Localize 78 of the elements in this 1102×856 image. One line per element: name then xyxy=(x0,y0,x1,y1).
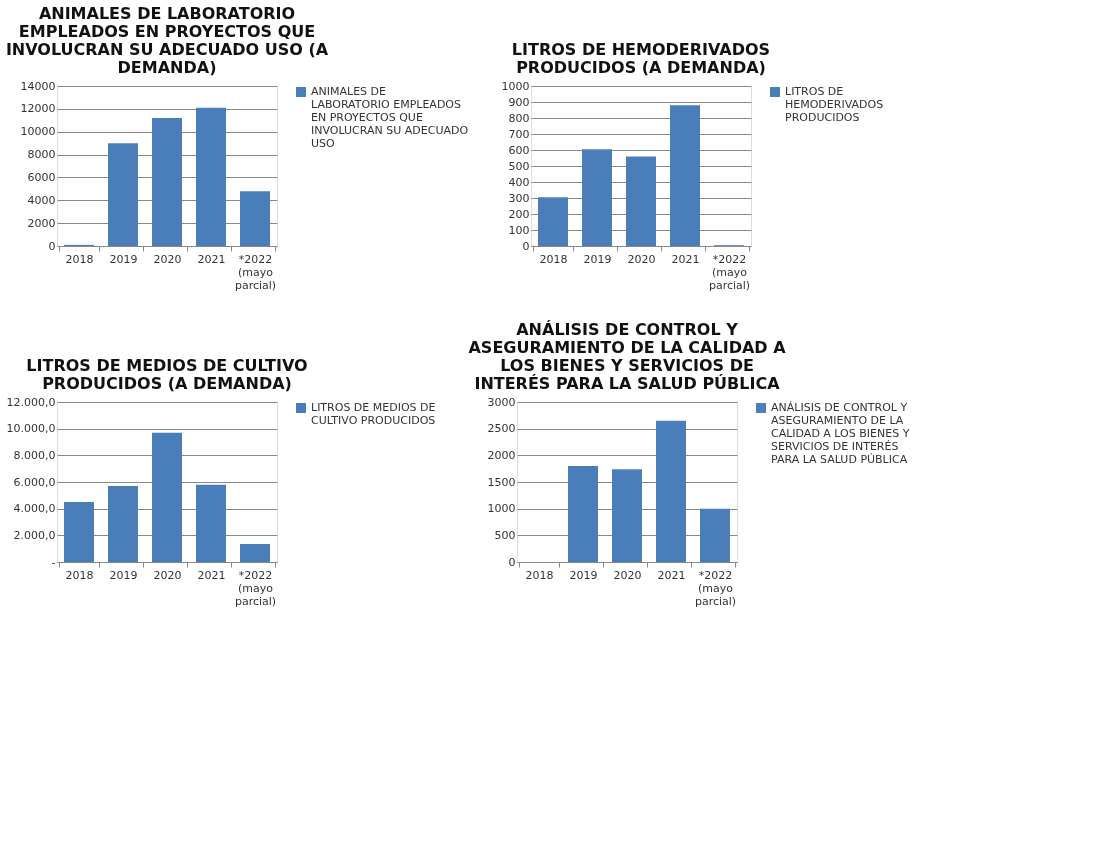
y-tick-label: 500 xyxy=(508,159,530,173)
y-tick-label: 800 xyxy=(508,111,530,125)
y-tick-label: 0 xyxy=(48,239,56,253)
legend-label: LITROS DE MEDIOS DE CULTIVO PRODUCIDOS xyxy=(311,401,436,427)
bar xyxy=(240,544,270,562)
bar xyxy=(196,484,226,562)
x-tick-label: 2019 xyxy=(109,568,138,582)
bar xyxy=(108,143,138,246)
y-tick-label: 10.000,0 xyxy=(6,422,56,436)
x-tick-label: *2022 (mayo parcial) xyxy=(694,568,737,608)
legend-label: ANIMALES DE LABORATORIO EMPLEADOS EN PROYECTOS QUE INVOLUCRAN SU ADECUADO USO xyxy=(311,85,469,150)
y-tick-label: 900 xyxy=(508,95,530,109)
y-tick-label: 2000 xyxy=(487,448,516,462)
x-tick-label: 2019 xyxy=(109,252,138,266)
y-tick-label: 500 xyxy=(494,528,516,542)
y-tick-label: 3000 xyxy=(487,395,516,409)
y-tick-label: 200 xyxy=(508,207,530,221)
y-tick-label: 6000 xyxy=(27,170,56,184)
bar xyxy=(568,466,598,562)
legend-label: ANÁLISIS DE CONTROL Y ASEGURAMIENTO DE LA CALIDAD A LOS BIENES Y SERVICIOS DE INTERÉS PARA LA SALUD PÚBLICA xyxy=(771,401,910,466)
x-tick-label: 2019 xyxy=(569,568,598,582)
x-tick-label: 2021 xyxy=(197,568,226,582)
y-tick-label: - xyxy=(51,555,56,569)
x-tick-label: *2022 (mayo parcial) xyxy=(708,252,751,292)
x-tick-label: 2021 xyxy=(671,252,700,266)
bar xyxy=(612,469,642,562)
y-tick-label: 2000 xyxy=(27,216,56,230)
y-tick-label: 300 xyxy=(508,191,530,205)
y-tick-label: 700 xyxy=(508,127,530,141)
bar xyxy=(538,197,568,246)
bar xyxy=(700,508,730,562)
bar xyxy=(64,502,94,562)
x-tick-label: 2020 xyxy=(613,568,642,582)
chart-title: ANÁLISIS DE CONTROL Y ASEGURAMIENTO DE LA CALIDAD A LOS BIENES Y SERVICIOS DE INTERÉS PARA LA SALUD PÚBLICA xyxy=(468,320,787,393)
x-tick-label: *2022 (mayo parcial) xyxy=(234,252,277,292)
bar xyxy=(196,107,226,246)
x-tick-label: *2022 (mayo parcial) xyxy=(234,568,277,608)
y-tick-label: 1000 xyxy=(501,79,530,93)
y-tick-label: 4.000,0 xyxy=(13,502,56,516)
x-tick-label: 2018 xyxy=(65,568,94,582)
y-tick-label: 14000 xyxy=(20,79,56,93)
chart-title: LITROS DE MEDIOS DE CULTIVO PRODUCIDOS (A DEMANDA) xyxy=(26,356,308,393)
y-tick-label: 4000 xyxy=(27,193,56,207)
bar xyxy=(626,156,656,246)
y-tick-label: 2.000,0 xyxy=(13,528,56,542)
y-tick-label: 2500 xyxy=(487,422,516,436)
x-tick-label: 2020 xyxy=(153,252,182,266)
x-tick-label: 2019 xyxy=(583,252,612,266)
x-tick-label: 2018 xyxy=(65,252,94,266)
y-tick-label: 8.000,0 xyxy=(13,448,56,462)
legend-label: LITROS DE HEMODERIVADOS PRODUCIDOS xyxy=(785,85,884,124)
y-tick-label: 100 xyxy=(508,223,530,237)
chart-title: ANIMALES DE LABORATORIO EMPLEADOS EN PROYECTOS QUE INVOLUCRAN SU ADECUADO USO (A DEMANDA) xyxy=(5,4,329,77)
x-tick-label: 2020 xyxy=(153,568,182,582)
y-tick-label: 0 xyxy=(508,555,516,569)
y-tick-label: 400 xyxy=(508,175,530,189)
y-tick-label: 8000 xyxy=(27,148,56,162)
y-tick-label: 6.000,0 xyxy=(13,475,56,489)
y-tick-label: 10000 xyxy=(20,125,56,139)
y-tick-label: 0 xyxy=(522,239,530,253)
x-tick-label: 2018 xyxy=(539,252,568,266)
bar xyxy=(108,486,138,562)
y-tick-label: 12.000,0 xyxy=(6,395,56,409)
x-tick-label: 2021 xyxy=(197,252,226,266)
y-tick-label: 1000 xyxy=(487,502,516,516)
y-tick-label: 600 xyxy=(508,143,530,157)
y-tick-label: 12000 xyxy=(20,102,56,116)
bar xyxy=(240,191,270,246)
x-tick-label: 2020 xyxy=(627,252,656,266)
x-tick-label: 2018 xyxy=(525,568,554,582)
bar xyxy=(152,118,182,246)
chart-title: LITROS DE HEMODERIVADOS PRODUCIDOS (A DEMANDA) xyxy=(511,40,771,77)
bar xyxy=(656,420,686,562)
bar xyxy=(152,432,182,562)
bar xyxy=(582,149,612,246)
y-tick-label: 1500 xyxy=(487,475,516,489)
x-tick-label: 2021 xyxy=(657,568,686,582)
bar xyxy=(670,105,700,246)
